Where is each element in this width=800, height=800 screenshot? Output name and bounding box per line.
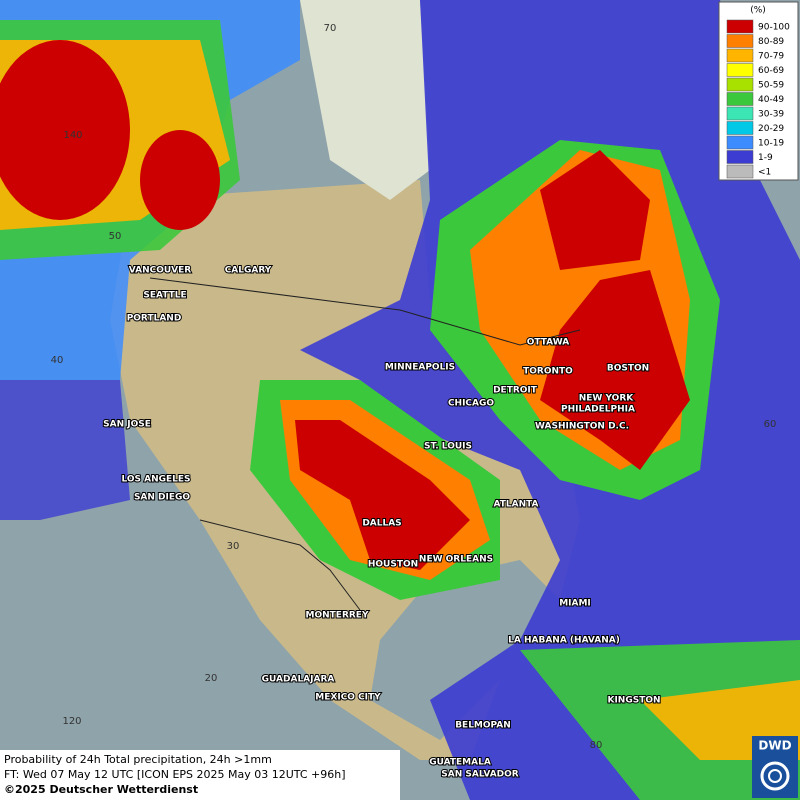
city-label: GUATEMALA <box>429 758 491 768</box>
grid-label: 40 <box>51 355 64 366</box>
city-label: TORONTO <box>523 367 573 377</box>
city-label: WASHINGTON D.C. <box>535 422 629 432</box>
logo-swirl <box>760 761 790 791</box>
legend-swatch <box>726 63 754 77</box>
land <box>300 0 430 200</box>
footer-text: FT: Wed 07 May 12 UTC [ICON EPS 2025 May… <box>4 768 346 781</box>
legend-label: 50-59 <box>758 81 784 91</box>
footer-text: ©2025 Deutscher Wetterdienst <box>4 783 198 796</box>
legend-label: 90-100 <box>758 23 790 33</box>
city-label: CHICAGO <box>448 399 494 409</box>
logo-swirl <box>768 769 782 783</box>
legend-swatch <box>726 34 754 48</box>
city-label: HOUSTON <box>368 560 418 570</box>
footer-text: Probability of 24h Total precipitation, … <box>4 753 272 766</box>
city-label: CALGARY <box>225 266 272 276</box>
city-label: PORTLAND <box>127 314 182 324</box>
legend-swatch <box>726 77 754 92</box>
legend-label: 10-19 <box>758 139 784 149</box>
border <box>199 519 361 611</box>
city-label: ST. LOUIS <box>424 442 472 452</box>
legend-label: 60-69 <box>758 66 784 76</box>
legend-label: 80-89 <box>758 37 784 47</box>
precip-area <box>540 150 650 270</box>
city-label: NEW YORK <box>579 394 635 404</box>
city-label: ATLANTA <box>493 500 538 510</box>
city-label: GUADALAJARA <box>262 675 335 685</box>
precip-area <box>0 380 130 520</box>
logo-text: DWD <box>758 739 791 753</box>
legend-swatch <box>726 48 754 63</box>
legend-title: (%) <box>750 6 766 16</box>
grid-label: 70 <box>324 23 337 34</box>
city-label: DALLAS <box>362 519 401 529</box>
city-label: KINGSTON <box>607 696 660 706</box>
city-label: OTTAWA <box>527 338 570 348</box>
border <box>149 277 581 346</box>
legend-swatch <box>726 92 754 106</box>
legend-label: 70-79 <box>758 52 784 62</box>
legend-label: 20-29 <box>758 124 784 134</box>
grid-label: 140 <box>63 130 82 141</box>
city-label: MEXICO CITY <box>315 693 381 703</box>
grid-label: 50 <box>109 231 122 242</box>
city-label: LA HABANA (HAVANA) <box>508 636 620 646</box>
precip-area <box>540 270 690 470</box>
city-label: LOS ANGELES <box>121 475 190 485</box>
legend-label: <1 <box>758 168 771 178</box>
city-label: SAN JOSE <box>103 420 151 430</box>
grid-label: 30 <box>227 541 240 552</box>
city-label: NEW ORLEANS <box>419 555 493 565</box>
legend-swatch <box>726 135 754 150</box>
city-label: SEATTLE <box>143 291 186 301</box>
precip-area <box>295 420 470 570</box>
precip-area <box>140 130 220 230</box>
city-labels: VANCOUVER CALGARY SEATTLE PORTLAND MINNEAPOL… <box>102 265 661 781</box>
legend-swatch <box>726 106 754 121</box>
city-label: BELMOPAN <box>455 721 511 731</box>
legend-label: 30-39 <box>758 110 784 120</box>
legend-swatch <box>726 164 754 179</box>
footer-box <box>0 750 400 800</box>
legend-swatch <box>726 19 754 34</box>
legend-label: 40-49 <box>758 95 784 105</box>
grid-label: 120 <box>62 716 81 727</box>
city-label: MIAMI <box>559 599 591 609</box>
city-label: BOSTON <box>607 364 649 374</box>
city-label: SAN DIEGO <box>134 493 190 503</box>
legend-swatch <box>726 121 754 135</box>
city-label: SAN SALVADOR <box>441 770 518 780</box>
legend: (%) 90-100 80-89 70-79 60-69 50-59 40-49 30-39… <box>718 1 799 181</box>
city-label: VANCOUVER <box>129 266 192 276</box>
city-label: PHILADELPHIA <box>561 405 635 415</box>
city-label: DETROIT <box>493 386 538 396</box>
grid-label: 60 <box>764 419 777 430</box>
city-label: MONTERREY <box>306 611 369 621</box>
city-label: MINNEAPOLIS <box>385 363 455 373</box>
precip-area <box>0 40 130 220</box>
legend-label: 1-9 <box>758 153 773 163</box>
grid-label: 20 <box>205 673 218 684</box>
legend-swatch <box>726 150 754 164</box>
grid-label: 80 <box>590 740 603 751</box>
